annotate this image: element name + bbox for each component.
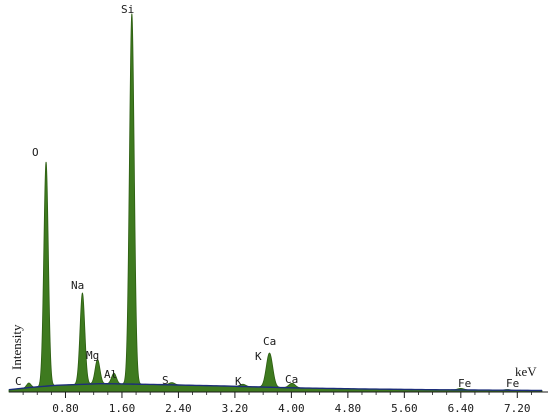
peak-label-fe-kb: Fe xyxy=(506,377,519,390)
peak-labels: Si O Na Mg Al C S K K Ca Ca Fe Fe xyxy=(15,3,519,390)
peak-label-ca-ka: Ca xyxy=(263,335,276,348)
x-tick-label: 4.00 xyxy=(278,402,305,415)
x-tick-label: 2.40 xyxy=(165,402,192,415)
peak-label-al: Al xyxy=(104,368,117,381)
spectrum-layer xyxy=(8,13,543,393)
x-tick-label: 6.40 xyxy=(448,402,475,415)
peak-label-na: Na xyxy=(71,279,84,292)
x-tick-label: 4.80 xyxy=(335,402,362,415)
peak-label-c: C xyxy=(15,375,22,388)
peak-label-ca-kb: Ca xyxy=(285,373,298,386)
peak-label-s: S xyxy=(162,374,169,387)
peak-label-fe-ka: Fe xyxy=(458,377,471,390)
background-line xyxy=(8,382,543,392)
peak-label-mg: Mg xyxy=(86,349,99,362)
peak-label-o: O xyxy=(32,146,39,159)
y-axis-label: Intensity xyxy=(9,324,24,370)
x-tick-label: 3.20 xyxy=(222,402,249,415)
peak-label-si: Si xyxy=(121,3,134,16)
x-tick-label: 5.60 xyxy=(391,402,418,415)
x-axis: 0.80 1.60 2.40 3.20 4.00 4.80 5.60 6.40 7.20 xyxy=(9,391,548,415)
peak-label-k-line: K xyxy=(255,350,262,363)
x-tick-label: 0.80 xyxy=(52,402,79,415)
x-tick-label: 1.60 xyxy=(109,402,136,415)
peak-label-k: K xyxy=(235,375,242,388)
x-tick-label: 7.20 xyxy=(504,402,531,415)
x-axis-label: keV xyxy=(515,364,537,379)
